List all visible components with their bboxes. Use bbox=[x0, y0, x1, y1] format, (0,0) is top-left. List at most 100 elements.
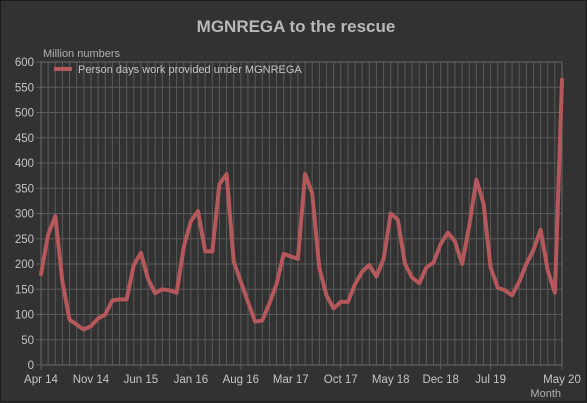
data-point bbox=[396, 218, 400, 222]
legend: Person days work provided under MGNREGA bbox=[54, 64, 302, 76]
data-point bbox=[510, 293, 514, 297]
data-point bbox=[282, 252, 286, 256]
data-point bbox=[68, 318, 72, 322]
data-point bbox=[189, 219, 193, 223]
data-point bbox=[267, 301, 271, 305]
x-tick-label: Aug 16 bbox=[223, 374, 259, 386]
data-point bbox=[182, 245, 186, 249]
x-axis-label: Month bbox=[530, 388, 561, 400]
data-point bbox=[531, 248, 535, 252]
y-tick-label: 300 bbox=[15, 209, 34, 221]
y-tick-label: 200 bbox=[15, 259, 34, 271]
legend-label: Person days work provided under MGNREGA bbox=[78, 64, 302, 76]
data-point bbox=[125, 297, 129, 301]
data-point bbox=[132, 263, 136, 267]
data-point bbox=[474, 178, 478, 182]
y-tick-label: 50 bbox=[21, 335, 34, 347]
y-tick-label: 400 bbox=[15, 158, 34, 170]
data-point bbox=[360, 270, 364, 274]
data-point bbox=[524, 262, 528, 266]
data-point bbox=[239, 280, 243, 284]
chart-title: MGNREGA to the rescue bbox=[197, 17, 396, 36]
x-tick-label: Oct 17 bbox=[324, 374, 358, 386]
x-tick-labels: Apr 14 Nov 14 Jun 15 Jan 16 Aug 16 Mar 17 Oct … bbox=[24, 374, 581, 386]
y-tick-label: 450 bbox=[15, 133, 34, 145]
data-point bbox=[139, 251, 143, 255]
y-tick-label: 100 bbox=[15, 310, 34, 322]
data-point bbox=[103, 313, 107, 317]
y-tick-labels: 0 50 100 150 200 250 300 350 400 450 500 550 600 bbox=[15, 57, 34, 372]
data-point bbox=[439, 242, 443, 246]
data-point bbox=[503, 288, 507, 292]
data-point bbox=[453, 239, 457, 243]
data-point bbox=[39, 272, 43, 276]
x-tick-label: Jul 19 bbox=[475, 374, 506, 386]
x-tick-label: May 18 bbox=[372, 374, 410, 386]
data-point bbox=[167, 288, 171, 292]
x-tick-label: Jan 16 bbox=[174, 374, 209, 386]
data-point bbox=[217, 182, 221, 186]
data-point bbox=[203, 249, 207, 253]
data-point bbox=[296, 257, 300, 261]
x-tick-label: Jun 15 bbox=[124, 374, 159, 386]
data-point bbox=[403, 262, 407, 266]
data-point bbox=[275, 282, 279, 286]
x-tick-label: Apr 14 bbox=[24, 374, 58, 386]
data-point bbox=[89, 324, 93, 328]
data-point bbox=[367, 263, 371, 267]
y-tick-label: 250 bbox=[15, 234, 34, 246]
data-point bbox=[539, 228, 543, 232]
y-tick-label: 350 bbox=[15, 183, 34, 195]
x-tick-label: Mar 17 bbox=[273, 374, 309, 386]
data-point bbox=[332, 306, 336, 310]
data-point bbox=[496, 286, 500, 290]
data-point bbox=[46, 233, 50, 237]
series-line bbox=[39, 77, 564, 332]
data-point bbox=[446, 231, 450, 235]
data-point bbox=[432, 260, 436, 264]
data-point bbox=[232, 259, 236, 263]
data-point bbox=[118, 297, 122, 301]
y-tick-label: 600 bbox=[15, 57, 34, 69]
series-layer bbox=[39, 77, 564, 332]
data-point bbox=[353, 282, 357, 286]
data-point bbox=[310, 191, 314, 195]
data-point bbox=[382, 257, 386, 261]
x-tick-label: May 20 bbox=[543, 374, 581, 386]
y-tick-label: 150 bbox=[15, 284, 34, 296]
y-tick-label: 500 bbox=[15, 108, 34, 120]
data-point bbox=[160, 287, 164, 291]
data-point bbox=[339, 300, 343, 304]
data-point bbox=[346, 300, 350, 304]
data-point bbox=[75, 323, 79, 327]
x-tick-label: Dec 18 bbox=[422, 374, 458, 386]
data-point bbox=[417, 281, 421, 285]
data-point bbox=[389, 212, 393, 216]
plot-border bbox=[40, 61, 563, 366]
data-point bbox=[424, 266, 428, 270]
data-point bbox=[260, 319, 264, 323]
data-point bbox=[481, 201, 485, 205]
data-point bbox=[324, 293, 328, 297]
data-point bbox=[225, 172, 229, 176]
x-tick-label: Nov 14 bbox=[73, 374, 110, 386]
y-tick-label: 550 bbox=[15, 82, 34, 94]
data-point bbox=[210, 249, 214, 253]
data-point bbox=[546, 268, 550, 272]
data-point bbox=[82, 328, 86, 332]
data-point bbox=[489, 266, 493, 270]
data-point bbox=[196, 209, 200, 213]
data-point bbox=[410, 276, 414, 280]
data-point bbox=[517, 280, 521, 284]
data-point bbox=[153, 291, 157, 295]
data-point bbox=[289, 254, 293, 258]
y-tick-label: 0 bbox=[28, 360, 34, 372]
data-point bbox=[553, 291, 557, 295]
y-axis-label: Million numbers bbox=[43, 48, 121, 60]
data-point bbox=[110, 298, 114, 302]
data-point bbox=[303, 172, 307, 176]
data-point bbox=[460, 262, 464, 266]
data-point bbox=[146, 277, 150, 281]
